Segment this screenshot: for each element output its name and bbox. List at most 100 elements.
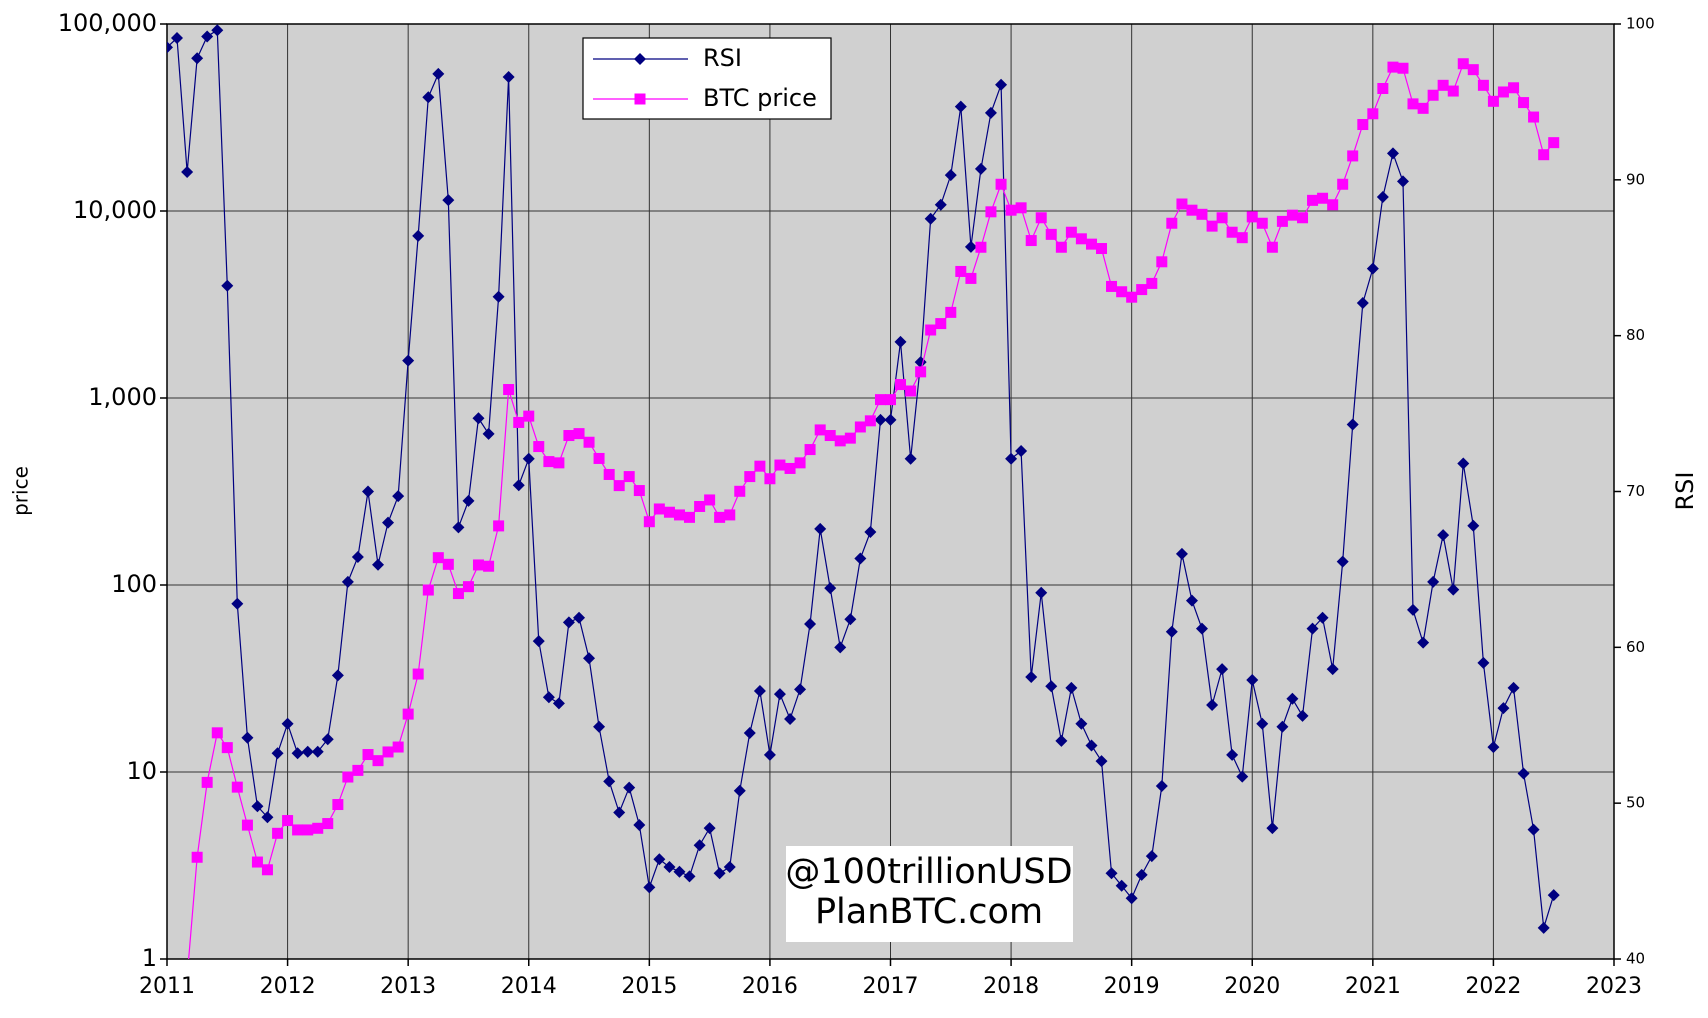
plot-area: [167, 24, 1560, 959]
diamond-marker: [231, 597, 244, 610]
square-marker: [1136, 284, 1148, 296]
diamond-marker: [191, 52, 204, 65]
diamond-marker: [1346, 418, 1359, 431]
square-marker: [1297, 212, 1309, 224]
diamond-marker: [663, 861, 676, 874]
diamond-marker: [1417, 636, 1430, 649]
square-marker: [1166, 217, 1178, 229]
square-marker: [221, 742, 233, 754]
annotation: PlanBTC.com: [815, 892, 1043, 932]
diamond-marker: [281, 717, 294, 730]
square-marker: [1086, 238, 1098, 250]
square-marker: [814, 424, 826, 436]
square-marker: [352, 764, 364, 776]
square-marker: [372, 755, 384, 767]
diamond-marker: [1206, 698, 1219, 711]
annotation-box: [786, 846, 1073, 942]
square-marker: [422, 584, 434, 596]
square-marker: [1126, 291, 1138, 303]
y-tick-label: 1,000: [88, 383, 157, 411]
square-marker: [955, 265, 967, 277]
square-marker: [543, 456, 555, 468]
square-marker: [272, 827, 284, 839]
diamond-marker: [1296, 709, 1309, 722]
diamond-marker: [1457, 457, 1470, 470]
diamond-marker: [1356, 296, 1369, 309]
square-marker: [804, 444, 816, 456]
x-tick-label: 2016: [742, 974, 798, 999]
diamond-marker: [1487, 741, 1500, 754]
square-marker: [673, 509, 685, 521]
diamond-marker: [492, 290, 505, 303]
square-marker: [1106, 280, 1118, 292]
diamond-marker: [653, 853, 666, 866]
x-tick-label: 2018: [983, 974, 1039, 999]
square-marker: [1025, 235, 1037, 247]
square-marker: [925, 324, 937, 336]
diamond-marker: [532, 635, 545, 648]
square-marker: [1407, 98, 1419, 110]
square-marker: [533, 441, 545, 453]
square-marker: [975, 241, 987, 253]
diamond-marker: [1537, 921, 1550, 934]
diamond-marker: [382, 516, 395, 529]
diamond-marker: [472, 412, 485, 425]
diamond-marker: [1427, 575, 1440, 588]
diamond-marker: [773, 688, 786, 701]
diamond-marker: [844, 613, 857, 626]
diamond-marker: [1236, 770, 1249, 783]
square-marker: [593, 452, 605, 464]
square-marker: [402, 708, 414, 720]
diamond-marker: [1276, 720, 1289, 733]
square-marker: [774, 459, 786, 471]
square-marker: [322, 818, 334, 830]
diamond-marker: [211, 24, 224, 37]
square-marker: [1005, 204, 1017, 216]
square-marker: [704, 494, 716, 506]
square-marker: [784, 462, 796, 474]
square-marker: [634, 93, 646, 105]
square-marker: [241, 819, 253, 831]
diamond-marker: [763, 748, 776, 761]
diamond-marker: [1406, 603, 1419, 616]
square-marker: [854, 421, 866, 433]
x-tick-label: 2012: [260, 974, 316, 999]
diamond-marker: [552, 697, 565, 710]
square-marker: [1307, 194, 1319, 206]
diamond-marker: [1266, 822, 1279, 835]
square-marker: [1317, 192, 1329, 204]
diamond-marker: [171, 32, 184, 45]
square-marker: [1256, 217, 1268, 229]
square-marker: [392, 741, 404, 753]
x-tick-label: 2011: [139, 974, 195, 999]
square-marker: [513, 416, 525, 428]
diamond-marker: [1145, 850, 1158, 863]
legend-label: RSI: [703, 44, 742, 72]
diamond-marker: [1105, 867, 1118, 880]
square-marker: [834, 435, 846, 447]
diamond-marker: [1527, 823, 1540, 836]
x-tick-label: 2017: [863, 974, 919, 999]
annotation: @100trillionUSD: [785, 852, 1072, 892]
square-marker: [824, 430, 836, 442]
square-marker: [1347, 150, 1359, 162]
square-marker: [1397, 62, 1409, 74]
y2-tick-label: 80: [1626, 326, 1645, 344]
diamond-marker: [954, 100, 967, 113]
diamond-marker: [1326, 663, 1339, 676]
square-marker: [292, 824, 304, 836]
diamond-marker: [623, 781, 636, 794]
diamond-marker: [452, 521, 465, 534]
square-marker: [1538, 149, 1550, 161]
square-marker: [1417, 102, 1429, 114]
square-marker: [201, 776, 213, 788]
square-marker: [1357, 119, 1369, 131]
square-marker: [553, 457, 565, 469]
diamond-marker: [201, 30, 214, 43]
plot-frame: [166, 23, 1615, 960]
square-marker: [462, 581, 474, 593]
square-marker: [864, 415, 876, 427]
diamond-marker: [1135, 868, 1148, 881]
y2-tick-label: 50: [1626, 794, 1645, 812]
square-marker: [754, 460, 766, 472]
